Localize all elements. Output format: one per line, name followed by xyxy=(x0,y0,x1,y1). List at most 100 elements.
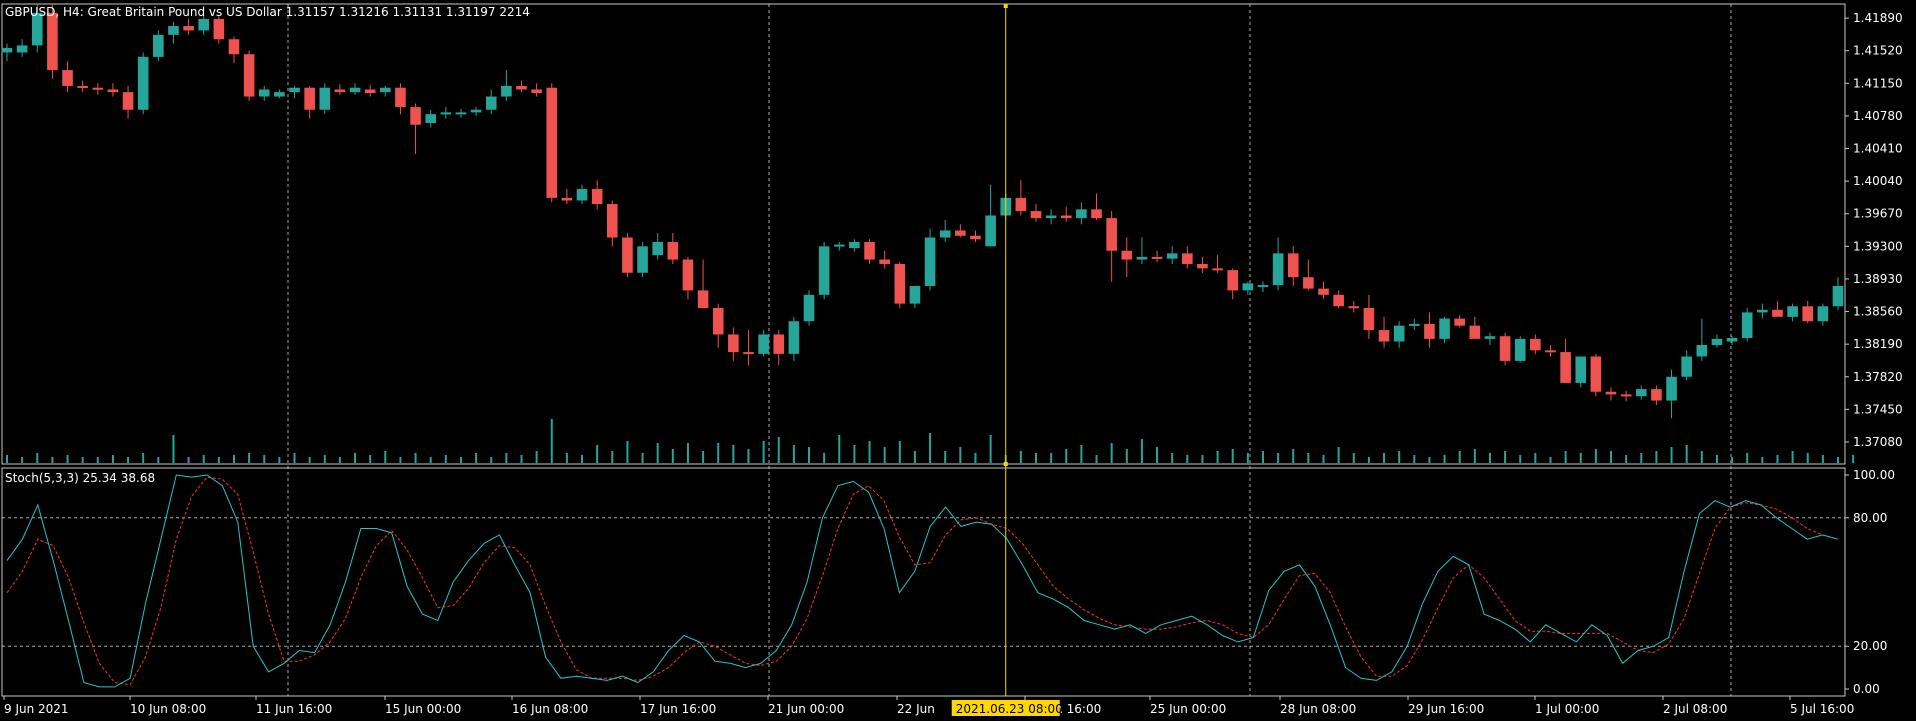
candle xyxy=(183,18,194,35)
candle-body xyxy=(31,12,43,46)
candle xyxy=(1393,321,1405,348)
time-tick-label: 28 Jun 08:00 xyxy=(1280,702,1356,716)
candle-body xyxy=(395,87,406,108)
candle-body xyxy=(92,87,104,90)
candle-body xyxy=(728,334,739,353)
candle-body xyxy=(894,263,906,304)
price-tick-label: 1.37450 xyxy=(1853,402,1903,416)
candle xyxy=(546,83,558,203)
crosshair-marker-mid xyxy=(1003,462,1008,466)
main-pane-border xyxy=(1,3,1846,465)
candle xyxy=(803,290,815,326)
candle xyxy=(1711,334,1723,348)
candle-body xyxy=(1106,218,1117,251)
candle-body xyxy=(1378,330,1390,342)
candle-body xyxy=(1030,211,1042,219)
candle xyxy=(1242,281,1254,295)
candle xyxy=(728,327,739,361)
candle-body xyxy=(1545,350,1556,353)
candle xyxy=(364,85,376,97)
candle xyxy=(531,83,542,97)
candle-body xyxy=(1817,306,1829,322)
candle xyxy=(334,84,346,95)
stoch-main-line xyxy=(6,474,1839,688)
axis-layer: 1.41890 1.41520 1.41150 1.40780 1.40410 1.400… xyxy=(3,11,1903,716)
candle-body xyxy=(1605,391,1617,395)
candle-body xyxy=(1197,263,1208,269)
stoch-tick-label: 0.00 xyxy=(1853,682,1880,696)
candle xyxy=(258,85,270,101)
candle-body xyxy=(955,230,966,236)
candle xyxy=(1681,350,1692,381)
stoch-tick-label: 20.00 xyxy=(1853,639,1887,653)
candle-body xyxy=(833,244,845,247)
candle xyxy=(833,241,845,251)
grid-layer xyxy=(1,3,1846,697)
candle-body xyxy=(697,290,709,309)
candle-body xyxy=(1484,336,1496,339)
candle-body xyxy=(864,241,875,260)
candle-body xyxy=(1015,197,1027,212)
candle-body xyxy=(531,89,542,94)
candle xyxy=(47,4,58,79)
candle-body xyxy=(410,107,421,125)
candle xyxy=(1030,204,1042,222)
candle xyxy=(1651,385,1662,405)
candle xyxy=(1635,385,1647,400)
candle-body xyxy=(849,241,860,249)
candle xyxy=(1287,246,1299,286)
candle xyxy=(1015,180,1027,216)
candle-body xyxy=(909,285,921,304)
candle xyxy=(1257,281,1269,293)
candle-body xyxy=(758,334,769,354)
candle-body xyxy=(1681,356,1692,377)
candle-body xyxy=(1439,318,1450,339)
candle xyxy=(1772,300,1783,317)
candle-body xyxy=(1469,325,1481,339)
stoch-tick-label: 80.00 xyxy=(1853,511,1887,525)
price-tick-label: 1.40780 xyxy=(1853,109,1903,123)
time-tick-label: 15 Jun 00:00 xyxy=(385,702,461,716)
candle xyxy=(410,103,421,154)
candle xyxy=(304,85,315,119)
candle xyxy=(349,83,361,95)
candle-body xyxy=(304,87,315,110)
candle xyxy=(1378,316,1390,348)
candle-body xyxy=(1590,356,1602,392)
candle-body xyxy=(289,87,300,93)
crosshair-layer: 2021.06.23 08:00 xyxy=(951,4,1063,716)
candle xyxy=(77,80,88,93)
candle-body xyxy=(77,85,88,88)
candle-body xyxy=(788,321,800,354)
price-tick-label: 1.40040 xyxy=(1853,174,1903,188)
candle xyxy=(168,21,179,44)
candle xyxy=(470,107,482,116)
candle-body xyxy=(1076,209,1087,219)
candle-body xyxy=(1696,345,1708,357)
candle-body xyxy=(637,246,648,273)
candle xyxy=(924,228,936,291)
time-tick-label: 17 Jun 16:00 xyxy=(640,702,716,716)
candle xyxy=(92,83,104,95)
time-tick-label: 2 Jul 08:00 xyxy=(1663,702,1727,716)
candle xyxy=(1530,334,1541,354)
candle-body xyxy=(1182,253,1193,264)
candle xyxy=(425,109,436,128)
candle xyxy=(1348,300,1360,313)
candle-body xyxy=(1620,394,1632,397)
stoch-tick-label: 100.00 xyxy=(1853,468,1895,482)
candle-body xyxy=(576,189,588,201)
candle-body xyxy=(380,87,391,93)
candle xyxy=(1439,316,1450,344)
candle xyxy=(622,233,633,278)
candle xyxy=(274,89,285,99)
candle xyxy=(395,83,406,115)
candle xyxy=(970,230,981,242)
candle xyxy=(1499,332,1511,366)
candle-body xyxy=(1287,253,1299,278)
candle xyxy=(1696,318,1708,361)
time-tick-label: 1 Jul 00:00 xyxy=(1535,702,1599,716)
candle-body xyxy=(1393,325,1405,342)
